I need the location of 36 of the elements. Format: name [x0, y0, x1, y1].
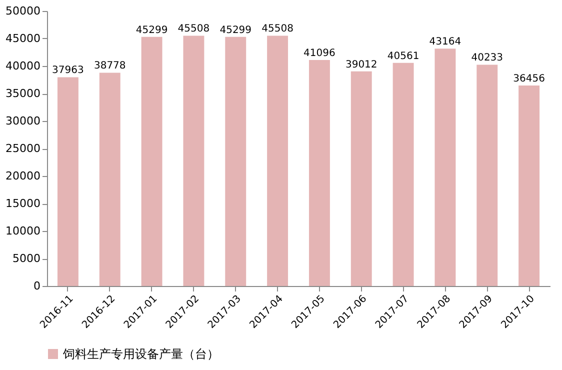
data-label: 39012 [345, 59, 378, 70]
bar [267, 36, 288, 286]
bar [476, 64, 498, 286]
data-label: 40233 [471, 52, 504, 64]
data-label: 45299 [220, 24, 252, 36]
bar [350, 71, 372, 286]
bar [308, 60, 330, 286]
y-tick-label: 35000 [6, 87, 40, 100]
bar [141, 36, 162, 286]
y-tick-label: 20000 [6, 170, 40, 182]
bar [518, 85, 540, 286]
data-label: 36456 [513, 73, 545, 84]
y-tick-label: 15000 [6, 197, 40, 210]
y-tick-label: 0 [34, 280, 40, 292]
y-tick-label: 10000 [6, 224, 40, 238]
y-tick-label: 40000 [6, 60, 40, 72]
bar [392, 62, 414, 286]
data-label: 41096 [304, 48, 336, 59]
bar [57, 77, 78, 286]
data-label: 37963 [52, 65, 84, 76]
data-label: 45508 [262, 24, 294, 35]
bar [225, 36, 246, 286]
data-label: 45508 [178, 24, 210, 35]
data-label: 45299 [136, 24, 168, 36]
data-label: 40561 [387, 50, 420, 62]
y-tick-label: 5000 [12, 252, 40, 265]
data-label: 43164 [429, 36, 462, 48]
bar [99, 72, 120, 286]
y-tick-label: 30000 [6, 114, 40, 128]
y-tick-label: 50000 [6, 4, 40, 18]
y-tick-label: 25000 [6, 142, 40, 155]
bar [434, 48, 456, 286]
data-label: 38778 [94, 60, 126, 72]
bar [183, 36, 204, 286]
legend-label: 饲料生产专用设备产量（台） [62, 347, 219, 361]
y-tick-label: 45000 [6, 32, 40, 45]
